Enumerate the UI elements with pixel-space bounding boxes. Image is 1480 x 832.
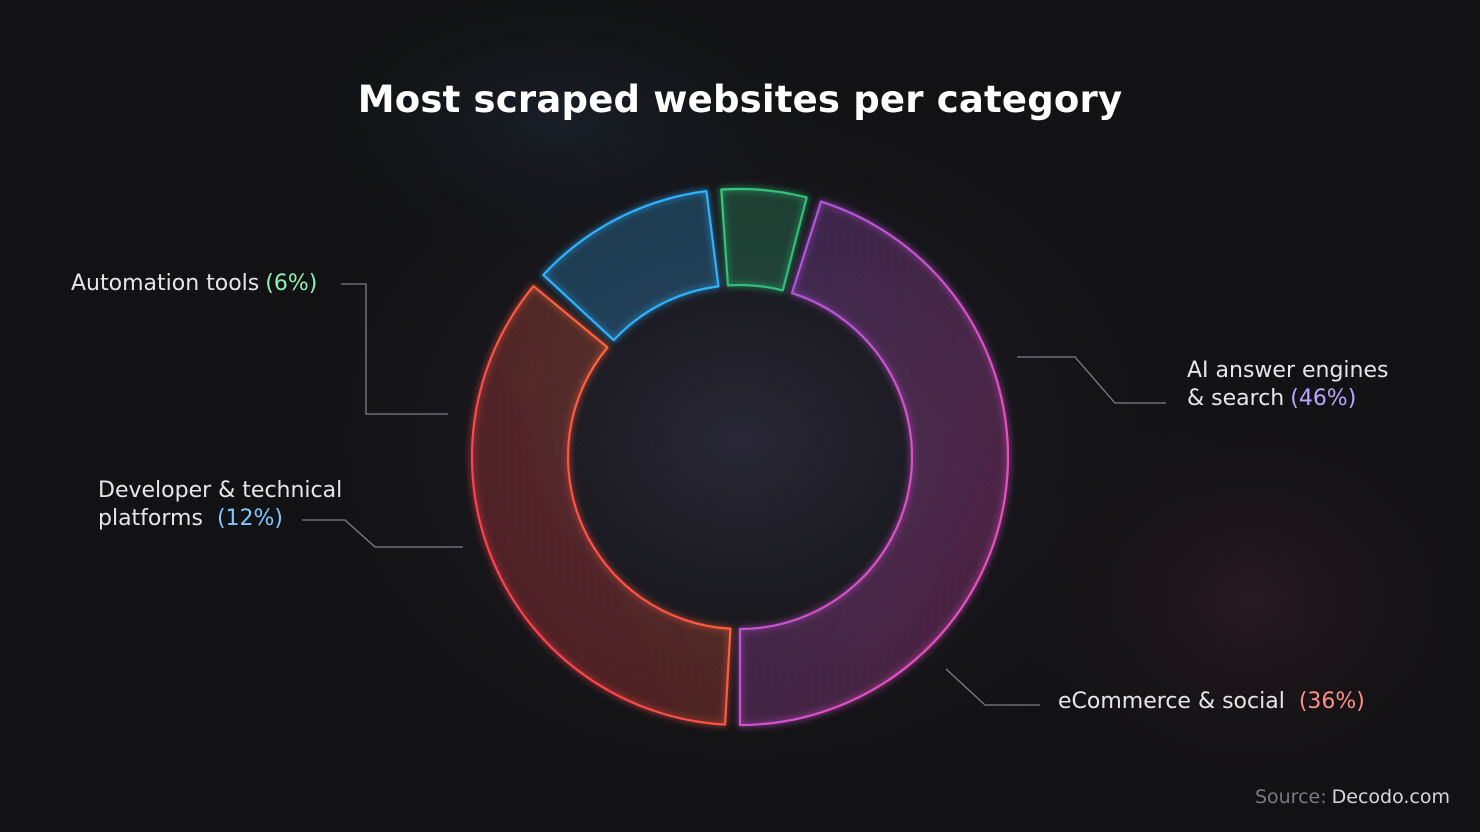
label-automation-line1: Automation tools xyxy=(71,271,260,296)
leader-line-automation xyxy=(341,283,448,415)
source-credit: Source: Decodo.com xyxy=(1255,786,1450,808)
source-value: Decodo.com xyxy=(1331,786,1450,808)
label-ai-pct: (46%) xyxy=(1290,386,1357,411)
label-ecommerce-pct: (36%) xyxy=(1298,689,1365,714)
label-ai-answer-engines: AI answer engines & search (46%) xyxy=(1187,357,1388,413)
leader-line-developer xyxy=(302,519,463,548)
slice-ai-answer-engines xyxy=(738,200,1010,727)
slice-developer xyxy=(542,190,720,342)
leader-line-ecommerce xyxy=(945,668,1040,706)
label-ai-line1: AI answer engines xyxy=(1187,358,1389,383)
source-label: Source: xyxy=(1254,786,1327,808)
slice-ecommerce xyxy=(470,285,732,726)
label-automation-pct: (6%) xyxy=(265,271,318,296)
label-developer-line2: platforms xyxy=(98,506,203,531)
label-developer-line1: Developer & technical xyxy=(98,478,343,503)
label-ai-line2: & search xyxy=(1187,386,1285,411)
label-ecommerce: eCommerce & social (36%) xyxy=(1058,688,1365,716)
leader-line-ai xyxy=(1017,356,1166,404)
label-developer: Developer & technical platforms (12%) xyxy=(98,477,342,533)
chart-title: Most scraped websites per category xyxy=(357,78,1123,121)
slice-automation xyxy=(720,187,808,292)
label-ecommerce-line1: eCommerce & social xyxy=(1058,689,1285,714)
label-developer-pct: (12%) xyxy=(216,506,284,531)
label-automation: Automation tools (6%) xyxy=(71,270,317,298)
